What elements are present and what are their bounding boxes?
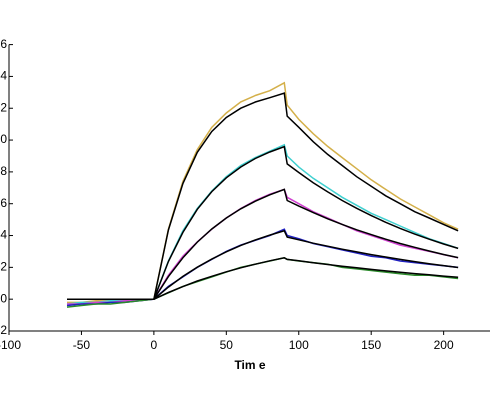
series-line	[67, 145, 459, 300]
x-axis-label: Tim e	[234, 358, 265, 372]
y-tick-label: 6	[0, 37, 7, 51]
y-tick-label: 6	[0, 196, 7, 210]
series-line	[67, 229, 459, 300]
x-tick-label: -100	[0, 338, 21, 352]
x-tick-label: -50	[73, 338, 91, 352]
series-line	[67, 257, 459, 300]
y-tick-label: 8	[0, 164, 7, 178]
x-tick-label: 50	[220, 338, 234, 352]
series-line	[67, 81, 459, 304]
y-tick-label: 4	[0, 69, 7, 83]
y-tick-label: 2	[0, 323, 7, 337]
series-line	[66, 143, 459, 305]
series-line	[67, 188, 459, 305]
y-tick-label: 0	[0, 132, 7, 146]
y-tick-label: 2	[0, 260, 7, 274]
x-tick-label: 0	[151, 338, 158, 352]
y-tick-label: 2	[0, 100, 7, 114]
series-line	[67, 92, 459, 300]
x-tick-label: 200	[434, 338, 454, 352]
y-tick-label: 4	[0, 228, 7, 242]
y-tick-label: 0	[0, 291, 7, 305]
x-tick-label: 100	[289, 338, 309, 352]
x-tick-label: 150	[361, 338, 381, 352]
series-line	[66, 228, 459, 307]
